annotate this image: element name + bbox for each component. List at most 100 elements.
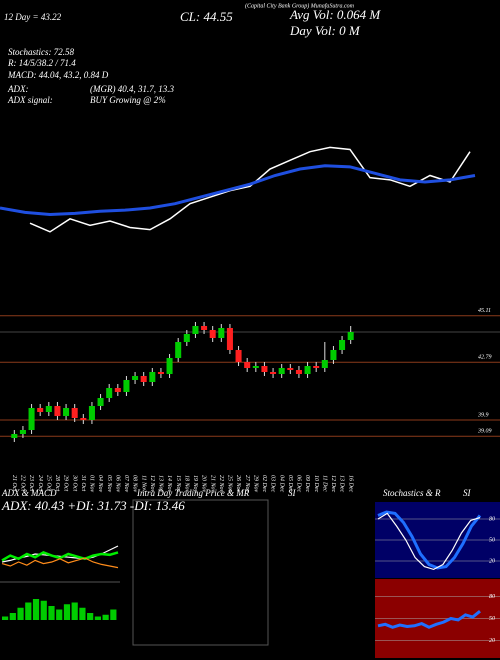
candle-body — [132, 376, 139, 380]
panel-subtitle: ADX: 40.43 +DI: 31.73 -DI: 13.46 — [1, 498, 185, 513]
candle-body — [97, 398, 104, 406]
candle-body — [140, 376, 147, 382]
date-label: 14 Nov — [166, 475, 173, 493]
macd-bar — [48, 606, 55, 620]
macd-bar — [2, 616, 9, 620]
candle-body — [321, 360, 328, 368]
panel-title: Stochastics & R — [383, 488, 441, 498]
date-label: 18 Nov — [183, 475, 189, 493]
date-label: 13 Nov — [158, 475, 164, 493]
candle-body — [63, 408, 70, 416]
date-label: 08 Nov — [132, 475, 138, 493]
adx-signal: BUY Growing @ 2% — [90, 95, 166, 105]
y-tick-label: 80 — [489, 594, 495, 600]
y-tick-label: 20 — [489, 638, 495, 644]
candle-body — [88, 406, 95, 420]
date-label: 04 Dec — [278, 475, 285, 492]
level-label: 39.9 — [477, 412, 489, 418]
candle-body — [330, 350, 337, 360]
macd-bar — [9, 613, 16, 620]
date-label: 31 Oct — [80, 474, 86, 491]
site: (Capital City Bank Group) MunafaSutra.co… — [245, 2, 355, 9]
candle-body — [54, 406, 61, 416]
stoch-label: Stochastics: 72.58 — [8, 47, 74, 57]
intraday-box — [132, 499, 269, 646]
macd-bar — [32, 599, 40, 620]
date-label: 26 Nov — [235, 475, 241, 493]
close-label: CL: 44.55 — [180, 9, 233, 24]
date-label: 01 Nov — [89, 475, 95, 493]
macd-bar — [56, 609, 63, 620]
macd-bar — [79, 607, 86, 620]
candle-body — [270, 372, 277, 374]
date-label: 15 Nov — [175, 475, 181, 493]
panel-title: Intra Day Trading Price & MR — [136, 488, 250, 498]
candle-body — [339, 340, 346, 350]
date-label: 11 Dec — [321, 475, 327, 492]
macd-bar — [25, 602, 32, 620]
macd-bar — [40, 600, 47, 620]
date-label: 06 Dec — [296, 475, 302, 492]
line — [1, 551, 119, 562]
date-label: 16 Dec — [347, 475, 353, 492]
date-label: 09 Dec — [304, 475, 310, 492]
macd-bar — [110, 609, 117, 620]
macd-bar — [71, 602, 78, 620]
level-label: 45.11 — [478, 307, 491, 314]
candle-body — [80, 418, 87, 420]
date-label: 11 Nov — [140, 475, 146, 492]
candle-body — [37, 408, 44, 412]
line — [29, 146, 471, 233]
macd-label: MACD: 44.04, 43.2, 0.84 D — [7, 70, 109, 80]
candle-body — [218, 328, 225, 338]
panel-title: ADX & MACD — [1, 488, 57, 498]
macd-bar — [87, 613, 94, 620]
date-label: 03 Dec — [270, 475, 276, 492]
candle-body — [209, 330, 216, 338]
candle-body — [244, 362, 251, 368]
candle-body — [28, 408, 35, 430]
date-label: 21 Oct — [11, 475, 17, 491]
day-vol: Day Vol: 0 M — [289, 23, 361, 38]
macd-bar — [63, 604, 71, 620]
date-label: 06 Nov — [114, 475, 120, 493]
candle-body — [19, 430, 26, 434]
date-label: 13 Dec — [339, 475, 345, 492]
candle-body — [183, 334, 190, 342]
date-label: 05 Dec — [287, 475, 293, 492]
date-label: 29 Nov — [252, 475, 258, 493]
date-label: 19 Nov — [192, 475, 198, 493]
candle-body — [114, 388, 121, 392]
line — [0, 164, 476, 217]
date-label: 10 Dec — [313, 475, 319, 492]
candle-body — [261, 366, 268, 372]
candle-body — [287, 368, 294, 370]
date-label: 22 Nov — [218, 475, 224, 493]
date-label: 30 Oct — [71, 474, 77, 491]
candle-body — [304, 366, 311, 374]
y-tick-label: 80 — [489, 516, 495, 522]
candle-body — [313, 366, 320, 368]
macd-bar — [102, 614, 109, 620]
candle-body — [157, 372, 164, 374]
candle-body — [11, 434, 18, 438]
candle-body — [252, 366, 259, 368]
date-label: 29 Oct — [63, 475, 69, 491]
date-label: 04 Nov — [97, 475, 104, 493]
avg-vol: Avg Vol: 0.064 M — [289, 7, 381, 22]
macd-bar — [94, 616, 101, 620]
candle-body — [106, 388, 113, 398]
day-label: 12 Day = 43.22 — [4, 12, 62, 22]
adx-values: (MGR) 40.4, 31.7, 13.3 — [90, 84, 174, 94]
date-label: 12 Nov — [149, 475, 155, 493]
line — [377, 512, 481, 571]
y-tick-label: 50 — [489, 537, 495, 543]
y-tick-label: 20 — [489, 558, 495, 564]
candle-body — [201, 326, 208, 330]
line — [377, 510, 482, 570]
date-label: 07 Nov — [123, 475, 129, 493]
candle-body — [278, 368, 285, 374]
candle-body — [71, 408, 78, 418]
candle-body — [149, 372, 156, 382]
date-label: 25 Nov — [227, 475, 233, 493]
